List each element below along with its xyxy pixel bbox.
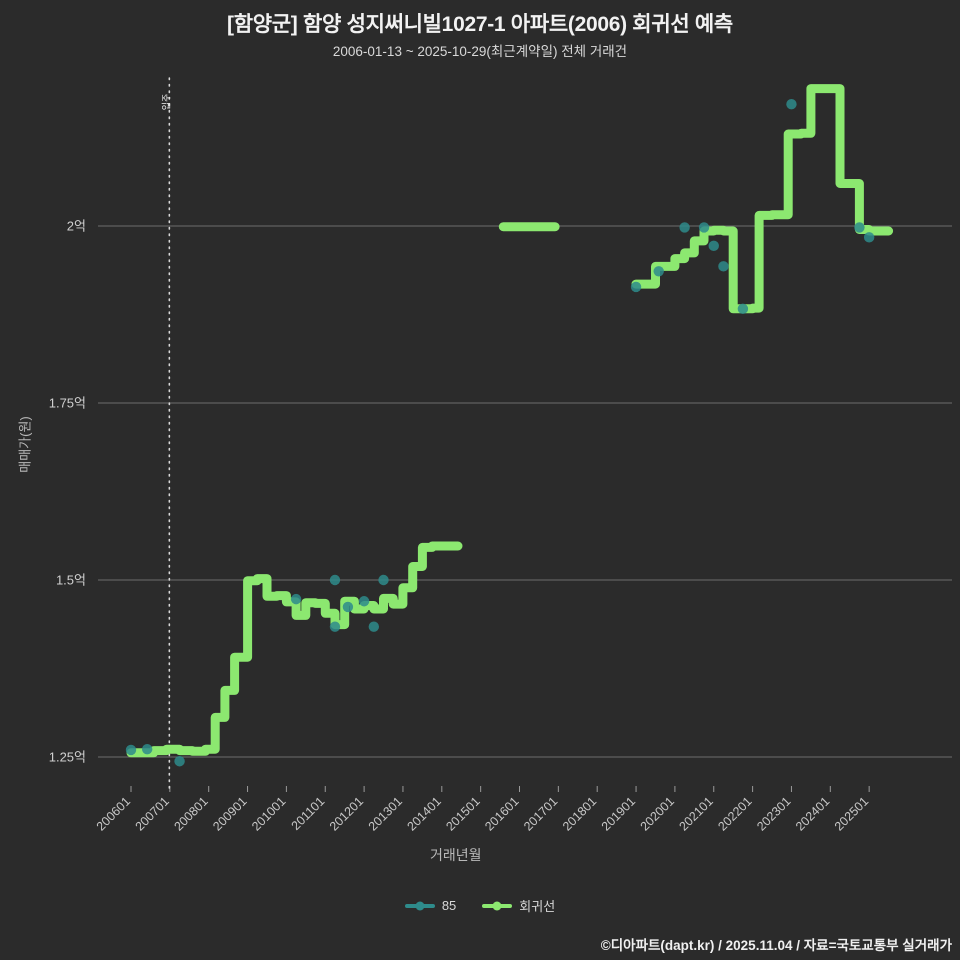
x-tick-label: 200901 (210, 794, 249, 833)
scatter-point (141, 744, 153, 755)
x-tick-label: 201101 (289, 794, 328, 833)
scatter-point (679, 222, 690, 233)
scatter-point (786, 99, 797, 110)
y-axis-title: 매매가(원) (17, 416, 33, 473)
y-tick-label: 2억 (67, 219, 86, 234)
y-tick-label: 1.5억 (56, 573, 86, 588)
scatter-point (342, 601, 354, 613)
x-tick-label: 201601 (482, 794, 521, 833)
legend-label-regression: 회귀선 (519, 899, 556, 914)
scatter-point (378, 574, 389, 586)
x-tick-label: 201901 (599, 794, 638, 833)
scatter-point (708, 240, 719, 252)
legend-swatch-regression (482, 903, 513, 908)
scatter-point (653, 266, 664, 277)
scatter-point (737, 303, 749, 315)
scatter-point (174, 756, 185, 767)
x-tick-label: 201501 (443, 794, 482, 833)
footer-credit: ©디아파트(dapt.kr) / 2025.11.04 / 자료=국토교통부 실… (600, 938, 952, 953)
x-tick-label: 202401 (793, 794, 832, 833)
y-tick-label: 1.25억 (49, 750, 86, 765)
y-gridlines: 1.25억 1.5억 1.75억 2억 (49, 219, 952, 765)
scatter-point (329, 574, 341, 586)
scatter-point (368, 621, 380, 632)
x-tick-label: 200701 (133, 794, 172, 833)
x-axis-title: 거래년월 (430, 847, 482, 863)
x-tick-label: 202001 (638, 794, 677, 833)
legend-item-regression[interactable]: 회귀선 (482, 896, 555, 915)
legend-swatch-85 (404, 903, 435, 908)
legend-label-85: 85 (441, 898, 457, 913)
chart-subtitle: 2006-01-13 ~ 2025-10-29(최근계약일) 전체 거래건 (332, 44, 628, 59)
regression-line-segment-3 (631, 84, 894, 314)
scatter-point (718, 261, 729, 272)
chart-legend: 85 회귀선 (0, 896, 960, 915)
scatter-points-85 (125, 99, 875, 767)
scatter-point (290, 593, 302, 605)
x-tick-label: 201201 (327, 794, 366, 833)
x-tick-label: 200601 (94, 794, 133, 833)
regression-line-group (126, 84, 894, 758)
x-tick-label: 201301 (366, 794, 405, 833)
y-tick-label: 1.75억 (49, 396, 86, 411)
legend-item-85[interactable]: 85 (404, 898, 457, 913)
x-tick-label: 201701 (521, 794, 560, 833)
page-title: [함양군] 함양 성지써니빌1027-1 아파트(2006) 회귀선 예측 (227, 13, 733, 36)
scatter-point (358, 596, 370, 607)
scatter-point (125, 744, 137, 756)
x-tick-label: 202501 (832, 794, 871, 833)
x-tick-label: 201801 (560, 794, 599, 833)
scatter-point (698, 222, 710, 233)
move-in-line-label: 입주 (160, 94, 171, 111)
scatter-point (863, 232, 875, 243)
scatter-point (854, 222, 865, 233)
regression-line-segment-1 (126, 541, 463, 758)
x-tick-label: 202101 (676, 794, 715, 833)
x-tick-label: 200801 (171, 794, 210, 833)
x-tick-label: 202201 (715, 794, 754, 833)
x-tick-label: 202301 (754, 794, 793, 833)
scatter-point (630, 281, 642, 293)
x-axis-ticks: 200601 200701 200801 200901 201001 201101 2012… (94, 786, 871, 834)
x-tick-label: 201401 (405, 794, 444, 833)
x-tick-label: 201001 (249, 794, 288, 833)
scatter-point (329, 621, 341, 632)
